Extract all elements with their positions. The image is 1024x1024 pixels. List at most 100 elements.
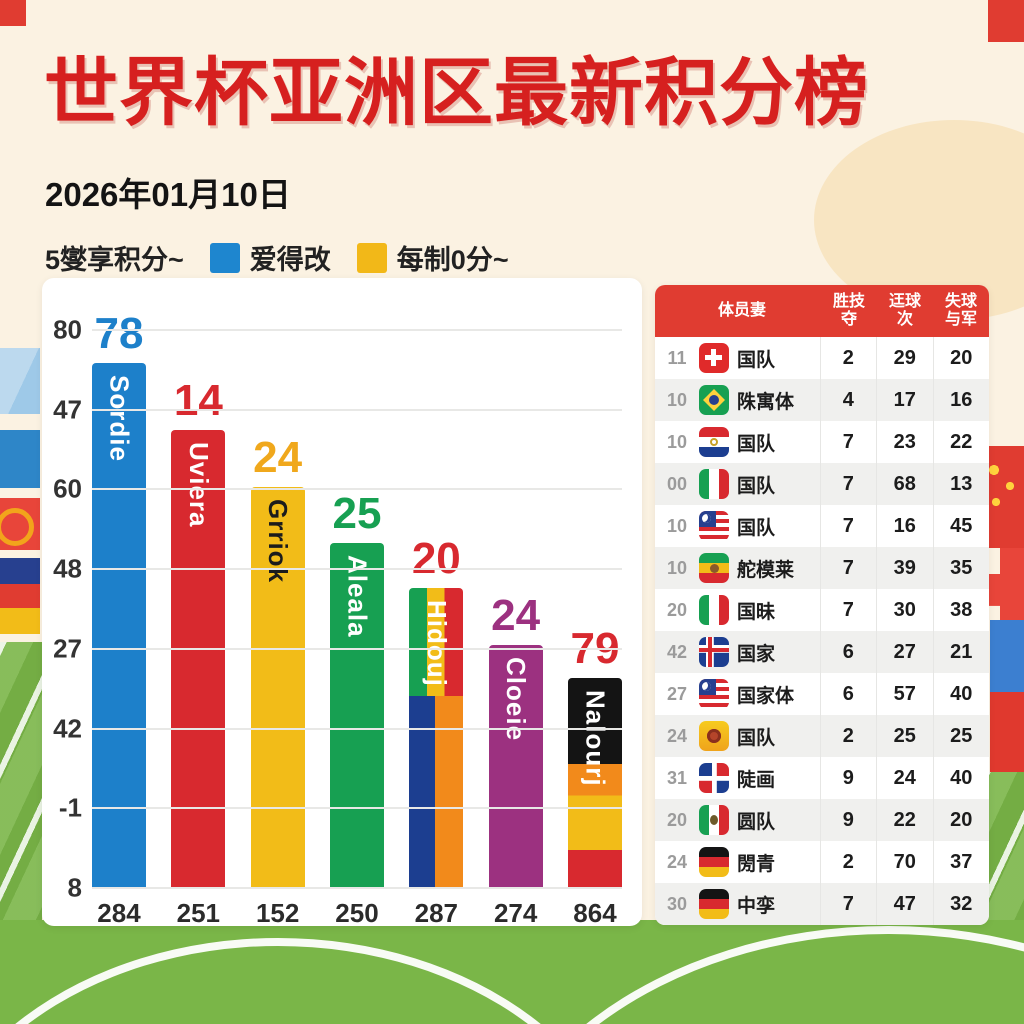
team-name: 国队 — [737, 475, 776, 497]
team-cell: 24 国队 — [655, 715, 820, 757]
gridline — [92, 329, 622, 331]
team-cell: 31 陡画 — [655, 757, 820, 799]
team-name: 陎寓体 — [737, 391, 795, 413]
stat-1: 7 — [819, 547, 876, 589]
legend-item-label: 每制0分~ — [396, 245, 509, 275]
bar: 24 Cloeie 274 — [488, 591, 543, 928]
blue-legend-swatch — [209, 242, 240, 273]
bar-value-label: 20 — [411, 534, 461, 583]
gridline — [92, 408, 622, 411]
bar: 20 Hidouj 287 — [409, 534, 464, 928]
bar-chart-card: 78 Sordie 284 14 Uviera 251 24 Grriok 15… — [42, 278, 642, 928]
stat-3: 40 — [932, 757, 989, 799]
table-row: 11 国队 2 29 20 — [655, 337, 989, 379]
team-name: 国家体 — [737, 685, 795, 707]
header-stat-1: 胜技 夺 — [832, 292, 865, 328]
stat-3: 20 — [932, 799, 989, 841]
stat-1: 7 — [819, 589, 876, 631]
team-name: 中孪 — [737, 895, 776, 917]
flag-fragment-decoration — [0, 584, 40, 608]
rank: 10 — [666, 557, 688, 578]
stat-2: 68 — [876, 463, 932, 505]
stat-1: 7 — [819, 421, 876, 463]
bar-group: 79 Nalourj 864 — [567, 330, 622, 928]
rank: 10 — [666, 515, 688, 536]
gridline — [92, 647, 622, 650]
bars: 78 Sordie 284 14 Uviera 251 24 Grriok 15… — [92, 309, 622, 928]
stat-3: 37 — [932, 841, 989, 883]
stat-2: 23 — [876, 421, 932, 463]
x-axis-label: 152 — [255, 898, 300, 928]
table-body: 11 国队 2 29 20 10 陎寓体 4 17 16 10 国队 7 23 … — [655, 337, 989, 925]
stat-2: 17 — [876, 379, 932, 421]
flag-fragment-decoration — [990, 620, 1024, 692]
y-axis-tick: 8 — [67, 872, 82, 903]
stat-2: 27 — [876, 631, 932, 673]
bar-team-label: Uviera — [183, 442, 214, 528]
legend: 5燮享积分~ 爱得改 每制0分~ — [45, 238, 509, 277]
team-cell: 20 圆队 — [655, 799, 820, 841]
page-date: 2026年01月10日 — [45, 176, 291, 213]
rank: 42 — [666, 641, 688, 662]
stat-1: 6 — [819, 631, 876, 673]
rank: 00 — [666, 473, 688, 494]
stat-2: 39 — [876, 547, 932, 589]
rank: 24 — [666, 725, 688, 746]
stat-2: 30 — [876, 589, 932, 631]
y-axis-tick: 27 — [53, 633, 82, 664]
stat-1: 2 — [819, 841, 876, 883]
crest-flag-icon — [699, 721, 729, 751]
table-row: 00 国队 7 68 13 — [655, 463, 989, 505]
x-axis-label: 284 — [97, 898, 141, 928]
plot-area: 78 Sordie 284 14 Uviera 251 24 Grriok 15… — [53, 309, 622, 928]
table-row: 27 国家体 6 57 40 — [655, 673, 989, 715]
y-axis-tick: 48 — [53, 553, 82, 584]
bar-team-label: Grriok — [263, 499, 294, 584]
stat-3: 40 — [932, 673, 989, 715]
stat-1: 9 — [819, 757, 876, 799]
team-name: 国队 — [737, 433, 776, 455]
rank: 31 — [666, 767, 688, 788]
rank: 10 — [666, 431, 688, 452]
y-axis-tick: 60 — [53, 473, 82, 504]
bar-group: 24 Grriok 152 — [250, 330, 305, 928]
team-name: 国家 — [737, 643, 776, 665]
malaysia-flag-icon — [699, 679, 729, 709]
bar-value-label: 24 — [491, 591, 541, 640]
gridline — [92, 887, 622, 889]
italy-flag-icon — [699, 469, 729, 499]
stat-2: 70 — [876, 841, 932, 883]
stat-3: 16 — [932, 379, 989, 421]
x-axis-label: 250 — [335, 898, 379, 928]
paraguay-flag-icon — [699, 427, 729, 457]
flag-fragment-decoration — [0, 608, 40, 634]
stat-1: 7 — [819, 883, 876, 925]
x-axis-label: 274 — [493, 898, 538, 928]
team-cell: 11 国队 — [655, 337, 820, 379]
stat-1: 7 — [819, 505, 876, 547]
brazil-flag-icon — [699, 385, 729, 415]
rank: 20 — [666, 599, 688, 620]
rank: 30 — [666, 893, 688, 914]
stat-3: 20 — [932, 337, 989, 379]
bar-value-label: 24 — [253, 433, 303, 482]
stat-3: 38 — [932, 589, 989, 631]
flag-fragment-decoration — [0, 430, 40, 488]
team-name: 国昧 — [737, 601, 776, 623]
malaysia-flag-icon — [699, 511, 729, 541]
team-cell: 42 国家 — [655, 631, 820, 673]
y-axis-tick: -1 — [58, 792, 82, 823]
team-name: 陡画 — [737, 769, 776, 791]
bar: 79 Nalourj 864 — [567, 624, 622, 928]
bar-team-label: Sordie — [104, 375, 135, 462]
flag-fragment-decoration — [0, 348, 40, 414]
bar-group: 24 Cloeie 274 — [488, 330, 543, 928]
gridline — [92, 488, 622, 491]
bar-team-label: Hidouj — [421, 600, 452, 687]
stat-2: 57 — [876, 673, 932, 715]
gridline — [92, 568, 622, 571]
bar-value-label: 78 — [94, 309, 144, 358]
flag-fragment-decoration — [0, 558, 40, 584]
stat-1: 2 — [819, 337, 876, 379]
stat-1: 4 — [819, 379, 876, 421]
